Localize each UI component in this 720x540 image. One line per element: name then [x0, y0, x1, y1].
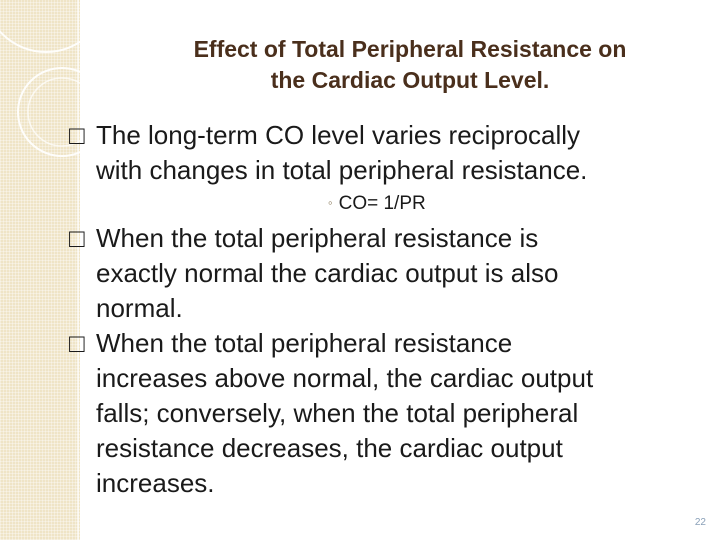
bullet-3-line-1: When the total peripheral resistance [96, 328, 513, 358]
slide-title-line-1: Effect of Total Peripheral Resistance on [193, 36, 627, 62]
square-bullet-icon: □ [69, 223, 85, 253]
sub-bullet-item: ◦ CO= 1/PR [328, 190, 692, 217]
bullet-3-line-4: resistance decreases, the cardiac output [96, 433, 563, 463]
slide-body: □ The long-term CO level varies reciproc… [69, 118, 692, 501]
sub-bullet-text: CO= 1/PR [338, 193, 426, 214]
slide-title: Effect of Total Peripheral Resistance on… [120, 34, 700, 96]
bullet-3-line-5: increases. [96, 468, 215, 498]
bullet-item-1: □ The long-term CO level varies reciproc… [69, 118, 692, 188]
circle-bullet-icon: ◦ [328, 195, 333, 210]
bullet-item-3: □ When the total peripheral resistance i… [69, 326, 692, 501]
bullet-2-line-2: exactly normal the cardiac output is als… [96, 258, 559, 288]
bullet-1-line-2: with changes in total peripheral resista… [96, 155, 588, 185]
slide-title-line-2: the Cardiac Output Level. [270, 67, 550, 93]
page-number: 22 [694, 517, 706, 528]
decorative-circles-graphic [0, 0, 80, 540]
bullet-2-line-3: normal. [96, 293, 183, 323]
bullet-3-line-2: increases above normal, the cardiac outp… [96, 363, 594, 393]
bullet-2-line-1: When the total peripheral resistance is [96, 223, 539, 253]
square-bullet-icon: □ [69, 328, 85, 358]
bullet-item-2: □ When the total peripheral resistance i… [69, 221, 692, 326]
bullet-3-line-3: falls; conversely, when the total periph… [96, 398, 579, 428]
square-bullet-icon: □ [69, 120, 85, 150]
decorative-side-band [0, 0, 80, 540]
bullet-1-line-1: The long-term CO level varies reciprocal… [96, 120, 581, 150]
